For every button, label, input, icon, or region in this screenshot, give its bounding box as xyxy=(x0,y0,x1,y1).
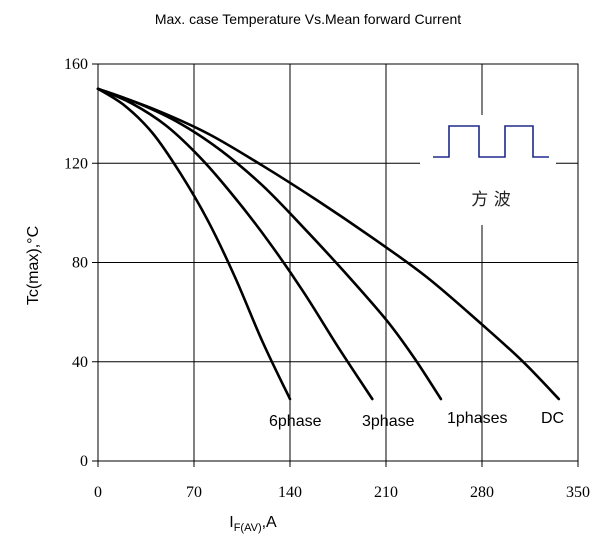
y-axis: 0 40 80 120 160 xyxy=(64,56,98,470)
inset-label: 方 波 xyxy=(471,190,510,210)
y-axis-label: Tc(max),°C xyxy=(25,226,42,305)
series-line-6phase xyxy=(96,87,292,401)
series-labels: 6phase 3phase 1phases DC xyxy=(269,410,564,430)
x-axis-label-main: I xyxy=(229,514,233,531)
chart-title: Max. case Temperature Vs.Mean forward Cu… xyxy=(155,11,461,27)
x-tick-label: 280 xyxy=(470,484,494,501)
x-tick-label: 210 xyxy=(374,484,398,501)
x-tick-label: 140 xyxy=(278,484,302,501)
x-axis-label: IF(AV),A xyxy=(229,514,277,534)
y-tick-label: 160 xyxy=(64,56,88,73)
series-line-3phase xyxy=(96,87,374,401)
y-tick-label: 0 xyxy=(80,453,88,470)
y-tick-label: 80 xyxy=(72,255,88,272)
x-tick-label: 0 xyxy=(94,484,102,501)
y-tick-label: 120 xyxy=(64,155,88,172)
x-tick-label: 70 xyxy=(186,484,202,501)
series-line-dc xyxy=(96,87,561,401)
x-axis-label-subscript: F(AV) xyxy=(234,522,262,534)
series-label-dc: DC xyxy=(541,410,564,427)
series-label-6phase: 6phase xyxy=(269,413,322,430)
x-axis: 0 70 140 210 280 350 xyxy=(94,461,590,501)
x-axis-label-suffix: ,A xyxy=(262,514,277,531)
x-tick-label: 350 xyxy=(566,484,590,501)
square-wave-inset: 方 波 xyxy=(420,115,556,225)
square-wave-icon xyxy=(433,125,549,158)
series-label-3phase: 3phase xyxy=(362,413,415,430)
series-group xyxy=(96,87,561,401)
series-label-1phases: 1phases xyxy=(447,410,508,427)
y-tick-label: 40 xyxy=(72,354,88,371)
